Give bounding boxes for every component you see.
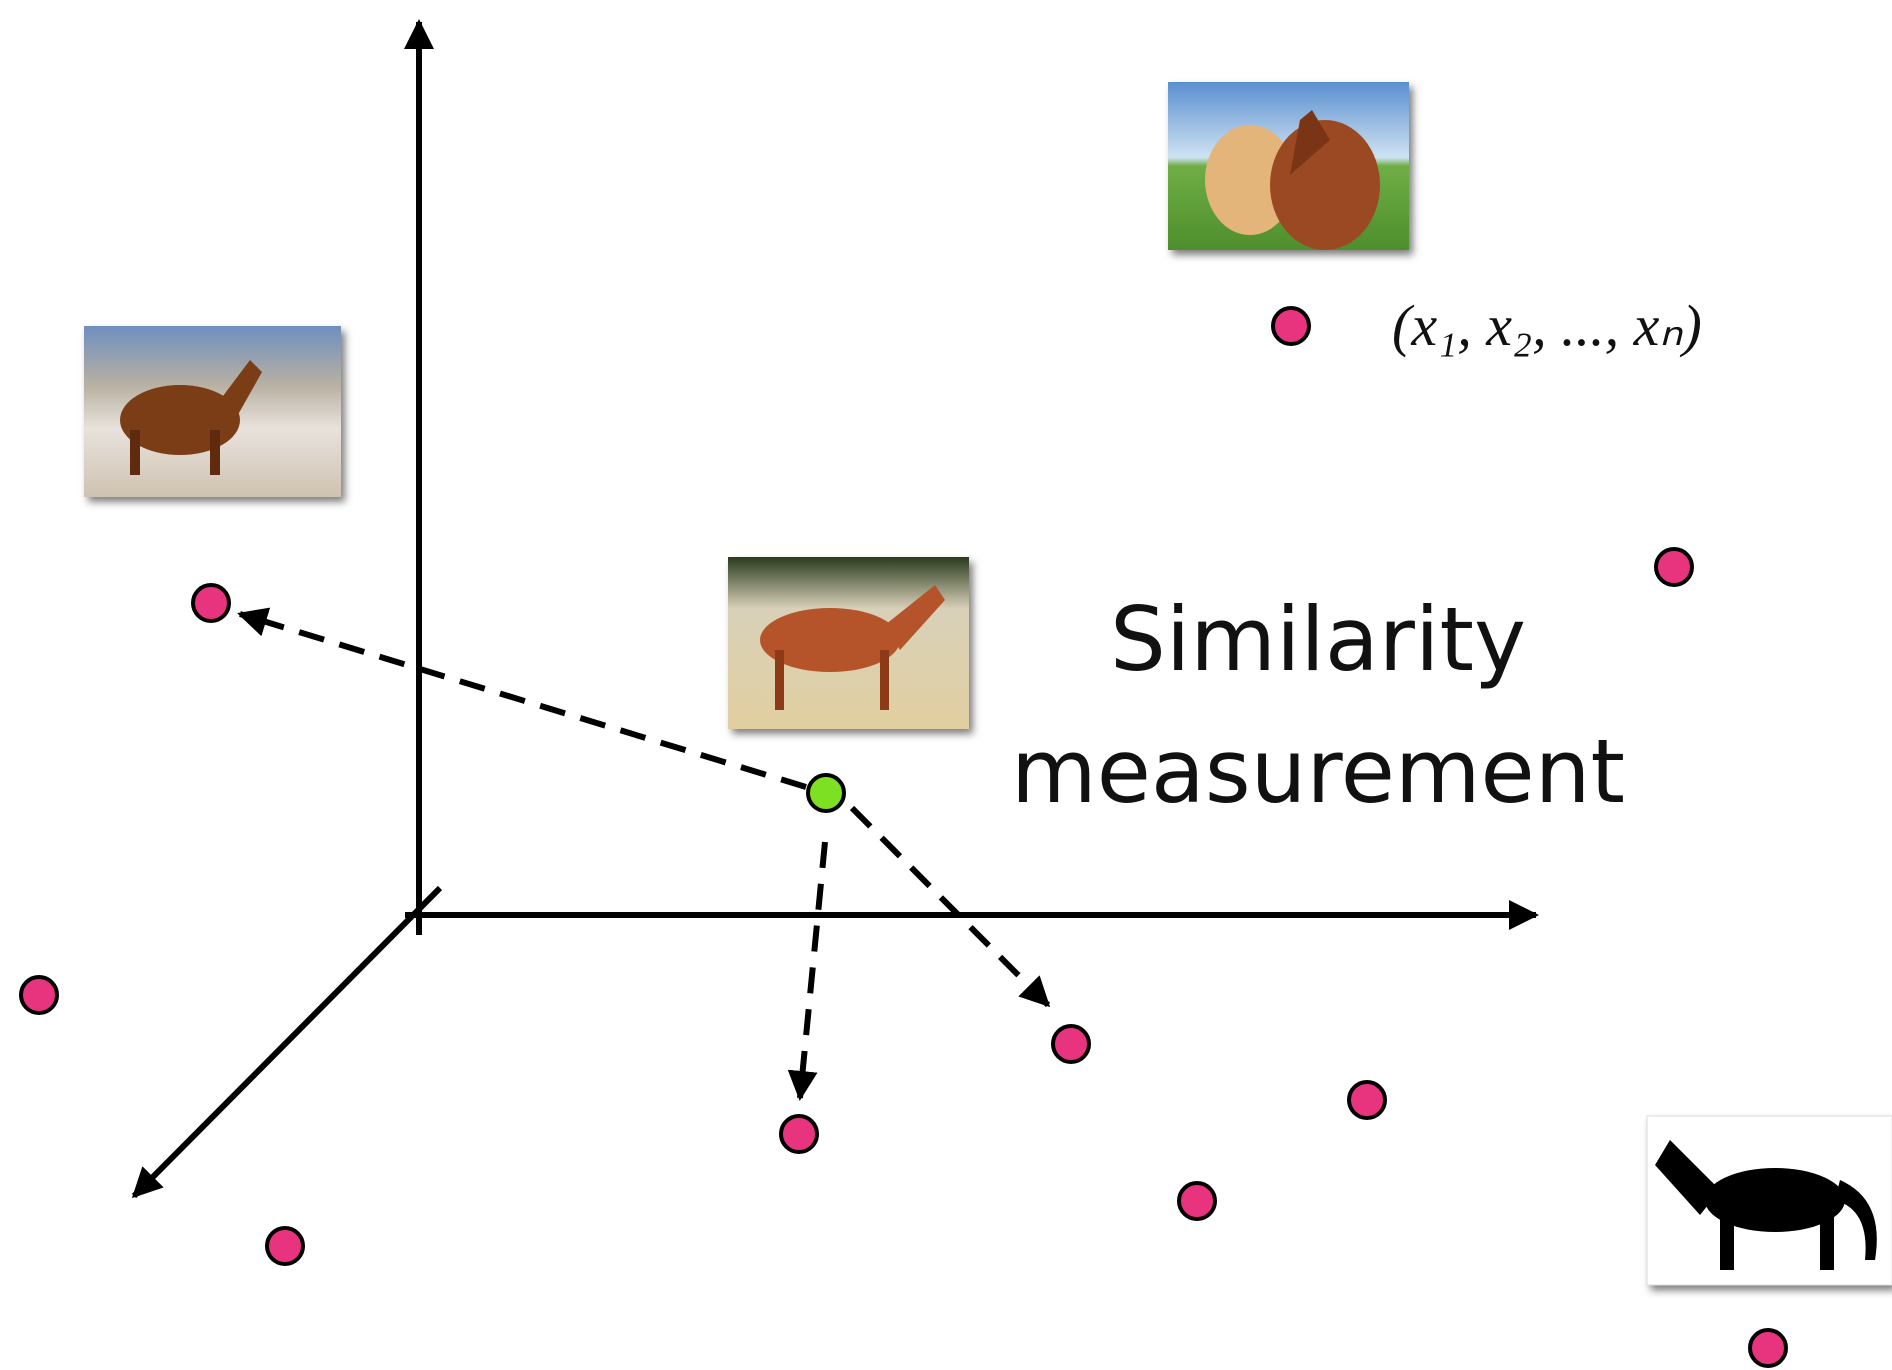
similarity-arrow: [800, 842, 825, 1098]
data-point: [781, 1116, 817, 1152]
data-point: [267, 1228, 303, 1264]
similarity-arrow: [852, 808, 1048, 1005]
data-point: [1179, 1183, 1215, 1219]
label-line: Similarity: [1110, 588, 1526, 691]
horse-photo: [1168, 82, 1409, 250]
horse-silhouette: [1647, 1116, 1892, 1285]
similarity-arrow: [240, 614, 806, 787]
z-axis: [134, 888, 440, 1196]
horse-photo: [728, 557, 969, 729]
data-point: [1053, 1026, 1089, 1062]
data-point: [1656, 549, 1692, 585]
diagram: Similarity measurement (x₁, x₂, ..., xₙ): [0, 0, 1892, 1370]
label-line: measurement: [1011, 720, 1625, 823]
vector-label: (x₁, x₂, ..., xₙ): [1392, 293, 1702, 358]
data-point: [1349, 1082, 1385, 1118]
data-point: [193, 585, 229, 621]
data-point: [1273, 308, 1309, 344]
horse-photo: [84, 326, 341, 497]
data-point: [21, 977, 57, 1013]
query-point: [808, 775, 844, 811]
data-point: [1750, 1330, 1786, 1366]
